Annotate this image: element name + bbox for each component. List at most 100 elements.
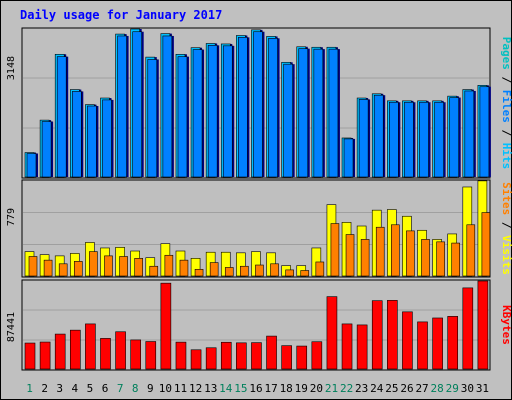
x-tick-label: 21 — [325, 382, 338, 395]
legend: KBytes — [500, 305, 512, 345]
legend-item: Visits — [500, 235, 512, 275]
sites-bar — [300, 270, 310, 277]
x-tick-label: 1 — [26, 382, 33, 395]
files-bar — [328, 48, 339, 178]
kbytes-bar — [402, 311, 413, 370]
chart-title: Daily usage for January 2017 — [20, 8, 222, 22]
sites-bar — [451, 242, 461, 277]
kbytes-bar — [387, 300, 398, 370]
files-bar — [238, 37, 248, 178]
sites-bar — [149, 265, 159, 277]
files-bar — [207, 45, 218, 178]
x-tick-label: 16 — [249, 382, 262, 395]
x-tick-label: 24 — [370, 382, 384, 395]
files-bar — [253, 31, 263, 178]
sites-bar — [194, 268, 204, 277]
sites-bar — [255, 264, 264, 277]
x-tick-label: 22 — [340, 382, 353, 395]
files-bar — [71, 91, 82, 178]
x-tick-label: 12 — [189, 382, 202, 395]
x-tick-label: 7 — [117, 382, 124, 395]
files-bar — [479, 86, 490, 178]
files-bar — [147, 59, 158, 178]
legend: Sites / Visits — [500, 182, 512, 275]
files-bar — [298, 48, 309, 178]
x-tick-label: 11 — [174, 382, 187, 395]
legend-item: Hits — [500, 143, 512, 170]
files-bar — [313, 48, 324, 178]
sites-bar — [104, 255, 113, 277]
kbytes-bar — [130, 339, 141, 370]
x-tick-label: 30 — [461, 382, 474, 395]
sites-bar — [164, 254, 174, 277]
kbytes-bar — [205, 347, 217, 370]
x-tick-label: 23 — [355, 382, 368, 395]
x-tick-label: 5 — [87, 382, 94, 395]
kbytes-bar — [356, 324, 368, 370]
y-max-label: 3148 — [6, 56, 17, 80]
sites-bar — [89, 251, 98, 277]
files-bar — [283, 63, 293, 178]
kbytes-bar — [145, 341, 157, 370]
kbytes-bar — [251, 342, 262, 370]
kbytes-bar — [371, 300, 383, 370]
files-bar — [56, 56, 67, 178]
legend-item: KBytes — [500, 305, 512, 345]
files-bar — [177, 56, 188, 178]
legend: Pages / Files / Hits — [500, 37, 512, 170]
kbytes-bar — [54, 333, 66, 370]
sites-bar — [270, 263, 279, 277]
files-bar — [389, 101, 399, 178]
files-bar — [268, 38, 278, 178]
files-bar — [222, 45, 233, 178]
sites-bar — [345, 234, 355, 277]
x-tick-label: 2 — [41, 382, 48, 395]
files-bar — [434, 101, 444, 178]
files-bar — [464, 90, 475, 178]
kbytes-bar — [69, 329, 81, 370]
kbytes-bar — [311, 341, 323, 370]
sites-bar — [481, 212, 491, 277]
kbytes-bar — [115, 331, 126, 370]
files-bar — [162, 35, 173, 178]
kbytes-bar — [24, 342, 36, 370]
sites-bar — [436, 241, 445, 277]
sites-bar — [406, 230, 415, 277]
files-bar — [132, 31, 142, 178]
sites-bar — [330, 223, 340, 277]
kbytes-bar — [175, 341, 187, 370]
sites-bar — [391, 224, 400, 277]
x-tick-label: 19 — [295, 382, 308, 395]
kbytes-bar — [281, 345, 292, 370]
kbytes-bar — [462, 287, 474, 370]
legend-item: Sites — [500, 182, 512, 215]
kbytes-bar — [447, 316, 459, 370]
x-tick-label: 13 — [204, 382, 217, 395]
files-bar — [358, 99, 369, 178]
kbytes-bar — [266, 335, 277, 370]
kbytes-bar — [296, 345, 308, 370]
x-tick-label: 29 — [446, 382, 459, 395]
files-bar — [419, 101, 429, 178]
kbytes-bar — [39, 341, 51, 370]
sites-bar — [315, 261, 325, 277]
files-bar — [449, 97, 460, 178]
y-max-label: 87441 — [6, 312, 17, 342]
legend-item: Files — [500, 90, 512, 123]
x-tick-label: 10 — [159, 382, 172, 395]
sites-bar — [119, 256, 128, 277]
legend-separator: / — [500, 215, 512, 235]
x-tick-label: 27 — [415, 382, 428, 395]
x-tick-label: 4 — [72, 382, 79, 395]
sites-bar — [58, 263, 68, 277]
kbytes-bar — [326, 296, 338, 370]
x-tick-label: 28 — [431, 382, 444, 395]
files-bar — [343, 138, 354, 178]
sites-bar — [43, 259, 53, 277]
sites-bar — [466, 224, 476, 277]
x-tick-label: 9 — [147, 382, 154, 395]
kbytes-bar — [220, 341, 232, 370]
kbytes-bar — [190, 349, 202, 370]
kbytes-bar — [100, 338, 111, 370]
